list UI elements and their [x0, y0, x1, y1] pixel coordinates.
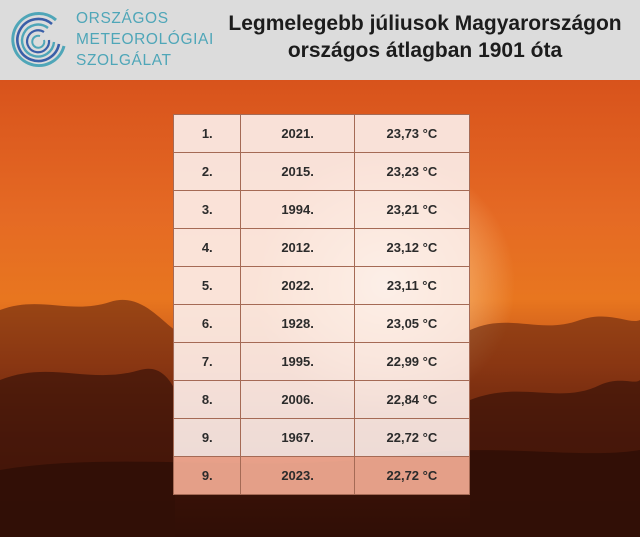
rank-cell: 3.: [172, 190, 242, 229]
rank-cell: 7.: [172, 342, 242, 381]
table-row: 3. 1994. 23,21 °C: [172, 190, 471, 229]
temperature-cell: 22,72 °C: [353, 418, 471, 457]
table-row: 8. 2006. 22,84 °C: [172, 380, 471, 419]
year-cell: 2021.: [240, 114, 355, 153]
rank-cell: 9.: [172, 456, 242, 495]
year-cell: 1994.: [240, 190, 355, 229]
temperature-cell: 23,12 °C: [353, 228, 471, 267]
year-cell: 1928.: [240, 304, 355, 343]
table-row: 5. 2022. 23,11 °C: [172, 266, 471, 305]
header-bar: ORSZÁGOS METEOROLÓGIAI SZOLGÁLAT Legmele…: [0, 0, 640, 80]
org-line: METEOROLÓGIAI: [76, 31, 214, 48]
table-row: 7. 1995. 22,99 °C: [172, 342, 471, 381]
year-cell: 2015.: [240, 152, 355, 191]
temperature-cell: 23,05 °C: [353, 304, 471, 343]
year-cell: 1967.: [240, 418, 355, 457]
temperature-cell: 22,72 °C: [353, 456, 471, 495]
year-cell: 2023.: [240, 456, 355, 495]
table-row: 2. 2015. 23,23 °C: [172, 152, 471, 191]
temperature-cell: 23,21 °C: [353, 190, 471, 229]
table-row: 4. 2012. 23,12 °C: [172, 228, 471, 267]
year-cell: 2022.: [240, 266, 355, 305]
table-row: 6. 1928. 23,05 °C: [172, 304, 471, 343]
temperature-cell: 22,84 °C: [353, 380, 471, 419]
year-cell: 2012.: [240, 228, 355, 267]
rank-cell: 8.: [172, 380, 242, 419]
rank-cell: 2.: [172, 152, 242, 191]
organization-name: ORSZÁGOS METEOROLÓGIAI SZOLGÁLAT: [76, 8, 214, 71]
temperature-cell: 23,11 °C: [353, 266, 471, 305]
omsz-logo-icon: [11, 12, 66, 68]
org-line: ORSZÁGOS: [76, 10, 169, 27]
org-line: SZOLGÁLAT: [76, 52, 172, 69]
page-title: Legmelegebb júliusok Magyarországon orsz…: [210, 10, 640, 64]
title-line: Legmelegebb júliusok Magyarországon: [228, 12, 622, 35]
temperature-cell: 22,99 °C: [353, 342, 471, 381]
warmest-julys-table: 1. 2021. 23,73 °C 2. 2015. 23,23 °C 3. 1994. 23,…: [172, 114, 471, 495]
year-cell: 1995.: [240, 342, 355, 381]
rank-cell: 9.: [172, 418, 242, 457]
table-row: 9. 2023. 22,72 °C: [172, 456, 471, 495]
table-row: 1. 2021. 23,73 °C: [172, 114, 471, 153]
year-cell: 2006.: [240, 380, 355, 419]
rank-cell: 5.: [172, 266, 242, 305]
temperature-cell: 23,73 °C: [353, 114, 471, 153]
rank-cell: 4.: [172, 228, 242, 267]
table-row: 9. 1967. 22,72 °C: [172, 418, 471, 457]
rank-cell: 1.: [172, 114, 242, 153]
temperature-cell: 23,23 °C: [353, 152, 471, 191]
title-line: országos átlagban 1901 óta: [287, 39, 563, 62]
rank-cell: 6.: [172, 304, 242, 343]
